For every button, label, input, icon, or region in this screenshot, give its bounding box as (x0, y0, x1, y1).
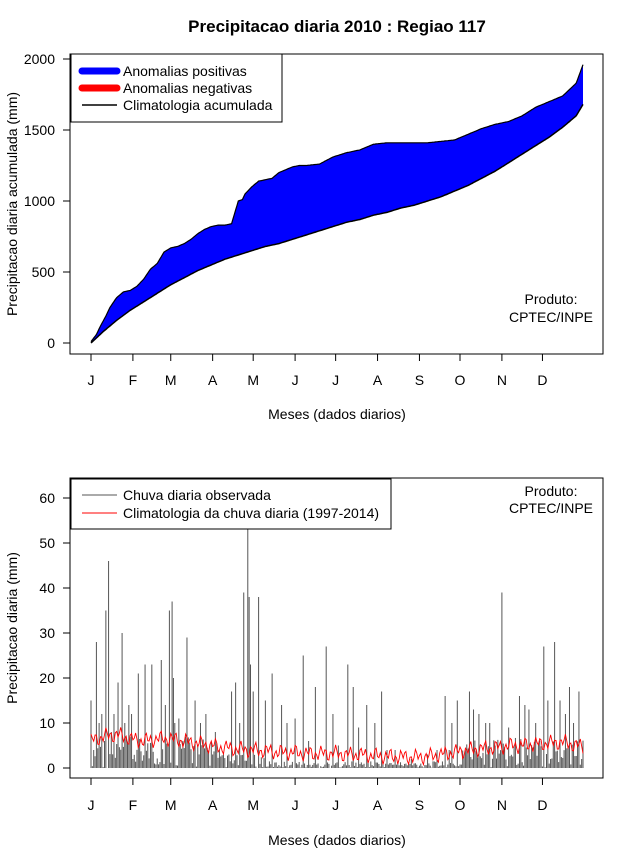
bottom-x-tick-label: N (497, 797, 507, 813)
legend-label-daily-climatology: Climatologia da chuva diaria (1997-2014) (123, 505, 379, 521)
positive-anomaly-fill (91, 64, 583, 343)
bottom-y-tick-label: 60 (39, 490, 55, 506)
bottom-x-tick-label: D (537, 797, 547, 813)
accumulated-panel: 0 500 1000 1500 2000 J F M A M J J A S O N D Meses (dad… (4, 51, 604, 422)
top-credit-line2: CPTEC/INPE (509, 309, 593, 325)
top-y-tick-label: 2000 (24, 51, 55, 67)
top-credit-line1: Produto: (525, 291, 578, 307)
top-x-tick-label: A (373, 372, 383, 388)
top-x-tick-label: O (455, 372, 466, 388)
legend-label-positive: Anomalias positivas (123, 63, 247, 79)
top-y-tick-label: 500 (32, 264, 56, 280)
bottom-x-tick-label: J (292, 797, 299, 813)
bottom-credit-line1: Produto: (525, 483, 578, 499)
bottom-legend: Chuva diaria observada Climatologia da c… (70, 478, 392, 530)
top-x-tick-label: S (415, 372, 424, 388)
top-y-tick-label: 1500 (24, 122, 55, 138)
daily-panel: 0 10 20 30 40 50 60 J F M A M J J A S O N D Meses (dados … (4, 477, 604, 848)
bottom-y-tick-label: 50 (39, 535, 55, 551)
top-x-tick-label: J (332, 372, 339, 388)
top-x-tick-label: J (292, 372, 299, 388)
bottom-legend-box (70, 478, 392, 530)
bottom-y-tick-label: 40 (39, 580, 55, 596)
bottom-y-tick-label: 30 (39, 625, 55, 641)
bottom-x-tick-label: S (415, 797, 424, 813)
top-y-axis: 0 500 1000 1500 2000 (24, 51, 71, 351)
bottom-x-tick-label: J (88, 797, 95, 813)
bottom-credit-line2: CPTEC/INPE (509, 500, 593, 516)
bottom-x-tick-label: J (332, 797, 339, 813)
top-x-tick-label: F (129, 372, 138, 388)
top-x-tick-label: J (88, 372, 95, 388)
climatology-cumulative-line (90, 104, 584, 344)
top-y-axis-label: Precipitacao diaria acumulada (mm) (4, 92, 20, 316)
bottom-x-tick-label: A (208, 797, 218, 813)
bottom-y-tick-label: 0 (47, 760, 55, 776)
top-x-tick-label: M (165, 372, 177, 388)
bottom-y-axis-label: Precipitacao diaria (mm) (4, 552, 20, 704)
top-y-tick-label: 0 (47, 335, 55, 351)
legend-label-climatology: Climatologia acumulada (123, 97, 273, 113)
bottom-x-tick-label: O (455, 797, 466, 813)
top-x-tick-label: A (208, 372, 218, 388)
bottom-y-tick-label: 20 (39, 670, 55, 686)
top-y-tick-label: 1000 (24, 193, 55, 209)
legend-label-negative: Anomalias negativas (123, 80, 252, 96)
bottom-y-tick-label: 10 (39, 715, 55, 731)
climatology-daily-polyline (90, 727, 584, 767)
bottom-x-axis-label: Meses (dados diarios) (268, 832, 406, 848)
top-x-tick-label: D (537, 372, 547, 388)
top-x-tick-label: N (497, 372, 507, 388)
anomaly-area (90, 64, 584, 344)
top-x-axis-label: Meses (dados diarios) (268, 406, 406, 422)
daily-climatology-line (90, 727, 584, 767)
bottom-x-tick-label: M (165, 797, 177, 813)
observed-cumulative-line (90, 64, 584, 342)
bottom-x-tick-label: F (129, 797, 138, 813)
chart-title: Precipitacao diaria 2010 : Regiao 117 (188, 17, 486, 36)
legend-label-observed: Chuva diaria observada (123, 487, 271, 503)
bottom-x-tick-label: M (247, 797, 259, 813)
daily-bars (90, 529, 584, 768)
top-x-tick-label: M (247, 372, 259, 388)
bottom-y-axis: 0 10 20 30 40 50 60 (39, 490, 71, 776)
top-legend: Anomalias positivas Anomalias negativas … (70, 53, 283, 123)
bottom-x-tick-label: A (373, 797, 383, 813)
